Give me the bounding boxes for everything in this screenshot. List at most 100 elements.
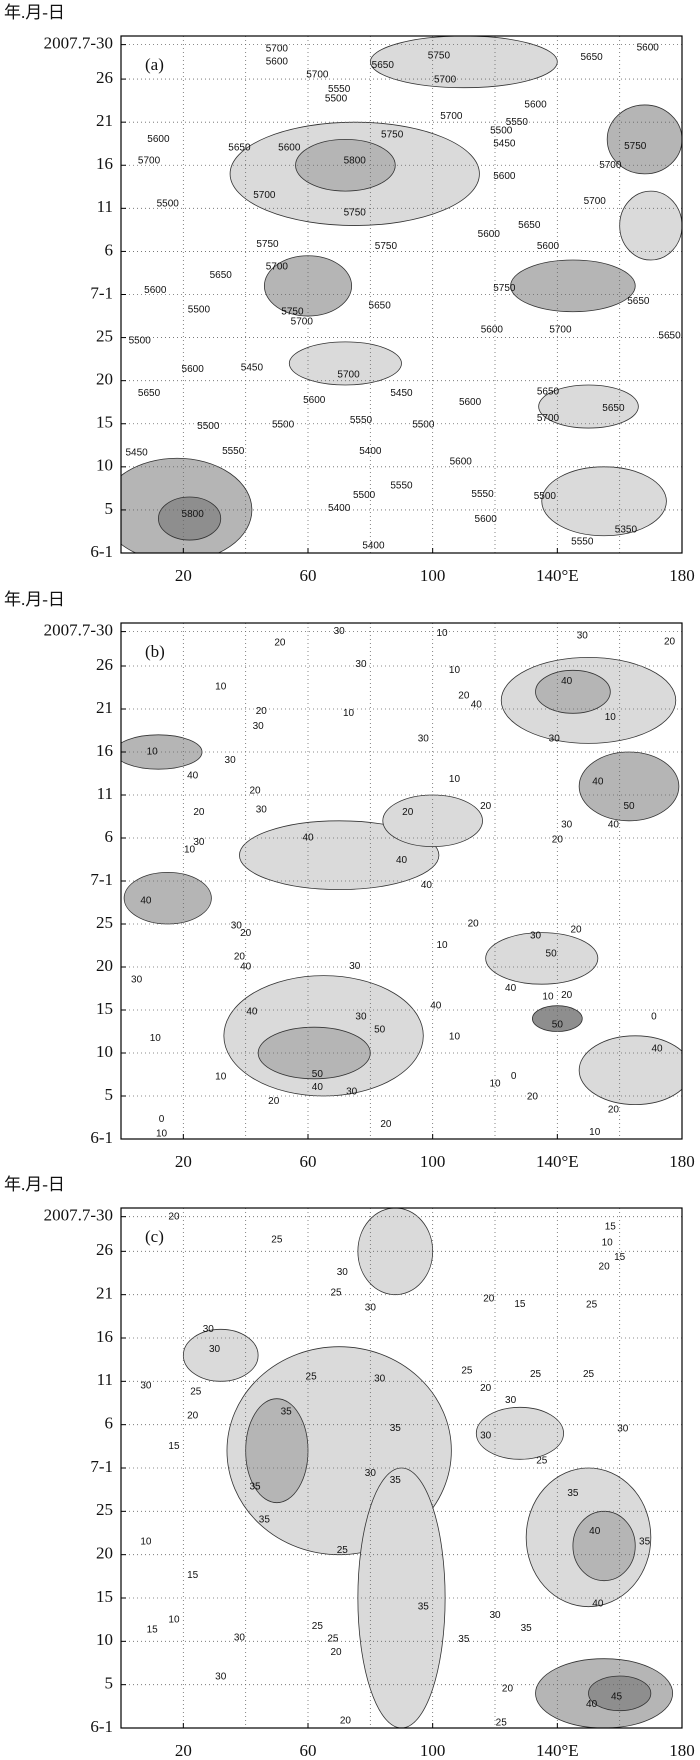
y-axis-header: 年.月-日 — [4, 3, 65, 22]
contour-label: 5750 — [493, 283, 516, 294]
contour-label: 40 — [592, 1599, 604, 1610]
x-tick-label: 100 — [420, 566, 446, 585]
contour-label: 20 — [240, 928, 252, 939]
contour-label: 5750 — [381, 130, 404, 141]
contour-label: 35 — [281, 1406, 293, 1417]
contour-label: 30 — [530, 931, 542, 942]
contour-label: 30 — [131, 975, 143, 986]
shaded-region — [619, 190, 682, 261]
contour-label: 30 — [346, 1086, 358, 1097]
x-tick-label: 180 — [669, 566, 695, 585]
contour-label: 40 — [652, 1043, 664, 1054]
contour-label: 30 — [256, 804, 268, 815]
panel-label: (c) — [145, 1227, 164, 1246]
contour-label: 40 — [302, 833, 314, 844]
contour-label: 30 — [140, 1380, 152, 1391]
contour-label: 30 — [209, 1344, 221, 1355]
contour-label: 5650 — [518, 220, 541, 231]
contour-label: 5500 — [325, 94, 348, 105]
x-tick-label: 100 — [420, 1741, 446, 1760]
contour-label: 10 — [156, 1128, 168, 1139]
contour-label: 30 — [480, 1431, 492, 1442]
contour-label: 30 — [215, 1672, 227, 1683]
contour-label: 40 — [187, 771, 199, 782]
contour-label: 40 — [240, 962, 252, 973]
contour-label: 5500 — [157, 199, 180, 210]
contour-label: 35 — [567, 1488, 579, 1499]
contour-label: 10 — [605, 712, 617, 723]
contour-label: 10 — [150, 1033, 162, 1044]
contour-label: 40 — [140, 895, 152, 906]
contour-label: 0 — [159, 1114, 165, 1125]
contour-label: 25 — [190, 1386, 202, 1397]
contour-label: 5550 — [328, 84, 351, 95]
contour-label: 40 — [396, 855, 408, 866]
contour-label: 10 — [147, 747, 159, 758]
y-tick-label: 20 — [96, 956, 113, 975]
y-tick-label: 2007.7-30 — [44, 34, 113, 53]
contour-label: 50 — [552, 1019, 564, 1030]
contour-label: 20 — [402, 807, 414, 818]
plot-area: 5700560057005650555055005750570056505600… — [121, 36, 682, 553]
contour-label: 35 — [390, 1423, 402, 1434]
contour-label: 10 — [343, 708, 355, 719]
shaded-region — [578, 1035, 682, 1105]
contour-label: 30 — [505, 1395, 517, 1406]
contour-label: 10 — [449, 774, 461, 785]
x-tick-label: 140°E — [536, 566, 579, 585]
contour-label: 5500 — [129, 336, 152, 347]
contour-label: 5600 — [278, 143, 301, 154]
contour-label: 20 — [480, 801, 492, 812]
contour-label: 5750 — [344, 207, 367, 218]
y-tick-label: 10 — [96, 1042, 113, 1061]
contour-label: 15 — [614, 1252, 626, 1263]
contour-label: 40 — [586, 1699, 598, 1710]
contour-label: 15 — [605, 1222, 617, 1233]
y-tick-label: 15 — [96, 999, 113, 1018]
contour-label: 25 — [536, 1456, 548, 1467]
contour-label: 20 — [561, 990, 573, 1001]
contour-label: 5700 — [306, 69, 329, 80]
contour-label: 5600 — [147, 134, 170, 145]
shaded-region — [182, 1328, 259, 1382]
contour-label: 30 — [253, 721, 265, 732]
contour-label: 20 — [502, 1684, 514, 1695]
contour-label: 5700 — [291, 317, 314, 328]
panel-label: (b) — [145, 642, 165, 661]
contour-label: 25 — [586, 1300, 598, 1311]
contour-label: 5700 — [434, 75, 457, 86]
y-tick-label: 25 — [96, 1500, 113, 1519]
contour-label: 25 — [312, 1621, 324, 1632]
y-tick-label: 11 — [97, 197, 113, 216]
y-tick-label: 26 — [96, 655, 113, 674]
contour-label: 20 — [483, 1294, 495, 1305]
shaded-region — [541, 466, 667, 537]
contour-label: 30 — [365, 1468, 377, 1479]
contour-label: 5650 — [602, 403, 625, 414]
x-tick-label: 180 — [669, 1741, 695, 1760]
y-axis-header: 年.月-日 — [4, 590, 65, 609]
contour-label: 5600 — [493, 171, 516, 182]
contour-label: 40 — [471, 699, 483, 710]
contour-label: 15 — [514, 1299, 526, 1310]
y-tick-label: 21 — [96, 1284, 113, 1303]
contour-label: 5750 — [375, 241, 398, 252]
contour-label: 30 — [561, 820, 573, 831]
y-tick-label: 2007.7-30 — [44, 1206, 113, 1225]
shaded-region — [369, 36, 558, 89]
contour-label: 5550 — [390, 480, 413, 491]
contour-label: 5650 — [580, 52, 603, 63]
y-tick-label: 5 — [105, 499, 114, 518]
contour-label: 5450 — [125, 448, 148, 459]
contour-label: 50 — [312, 1069, 324, 1080]
contour-label: 5700 — [337, 369, 360, 380]
x-tick-label: 140°E — [536, 1741, 579, 1760]
contour-label: 5750 — [256, 239, 279, 250]
contour-label: 5600 — [475, 514, 498, 525]
shaded-region — [157, 496, 222, 541]
contour-label: 20 — [458, 691, 470, 702]
contour-label: 5600 — [478, 229, 501, 240]
